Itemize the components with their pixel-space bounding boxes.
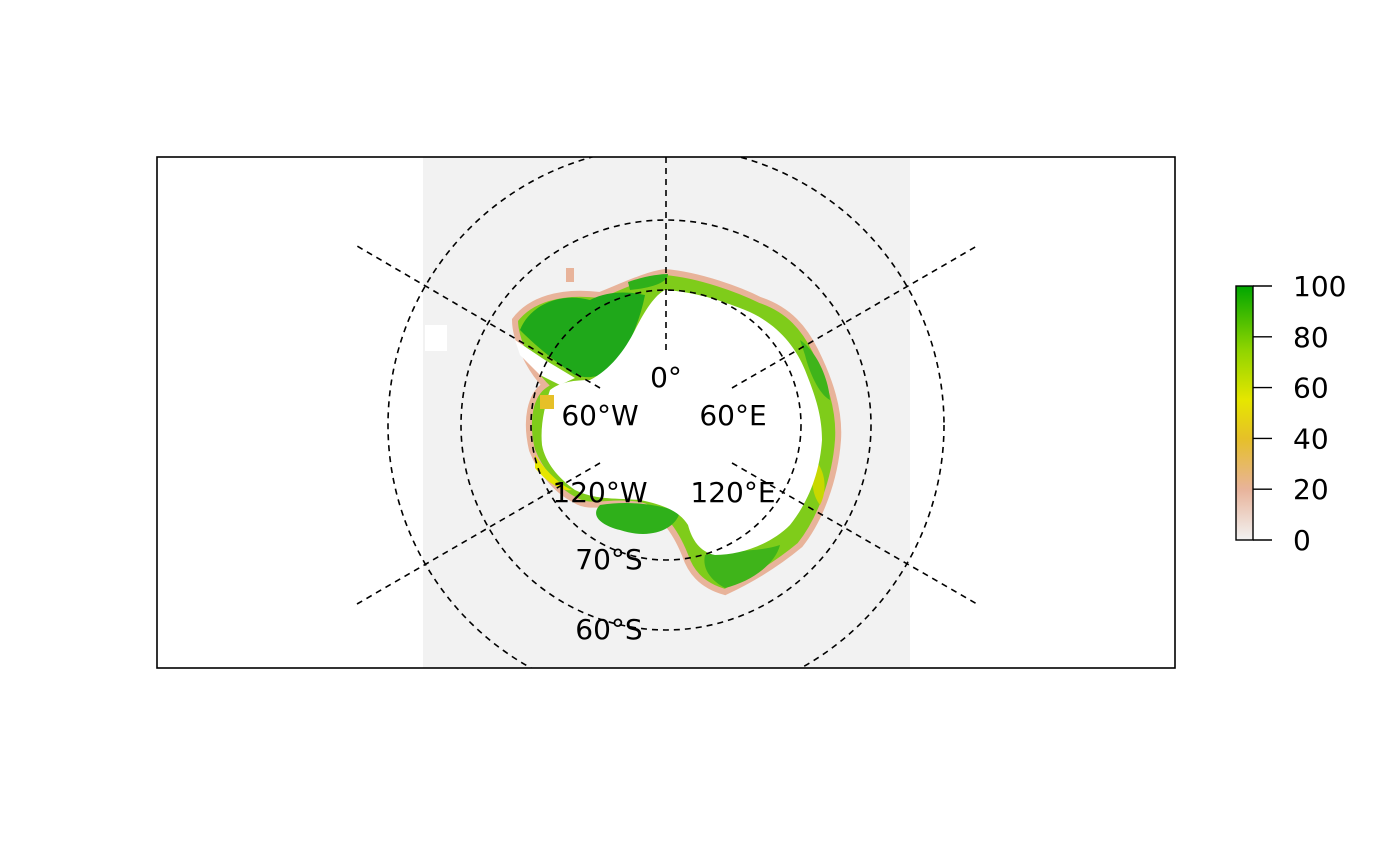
legend-tick-label: 60 [1293, 372, 1329, 405]
meridian-label-60w: 60°W [561, 399, 638, 432]
legend-tick-label: 20 [1293, 473, 1329, 506]
meridian-label-120w: 120°W [552, 476, 647, 509]
parallel-circle [530, 289, 802, 561]
meridian-label-0: 0° [650, 361, 682, 394]
legend-ticks: 0 20 40 60 80 100 [1253, 270, 1346, 557]
color-legend: 0 20 40 60 80 100 [1235, 270, 1346, 557]
legend-tick-label: 80 [1293, 321, 1329, 354]
graticule [356, 157, 978, 668]
meridian-line [731, 245, 978, 389]
meridian-label-120e: 120°E [690, 476, 775, 509]
parallel-label-60s: 60°S [575, 613, 642, 646]
meridian-line [356, 245, 601, 389]
legend-colorbar [1235, 285, 1254, 541]
meridian-line [356, 462, 601, 605]
legend-tick-label: 40 [1293, 422, 1329, 455]
meridian-label-60e: 60°E [699, 399, 766, 432]
meridian-line [731, 462, 978, 605]
parallel-circle [460, 219, 872, 631]
parallel-circle [387, 157, 945, 668]
map-frame [156, 156, 1176, 669]
land-coverage-layer [425, 268, 842, 596]
legend-tick-label: 100 [1293, 270, 1346, 303]
parallel-label-70s: 70°S [575, 543, 642, 576]
legend-tick-label: 0 [1293, 524, 1311, 557]
